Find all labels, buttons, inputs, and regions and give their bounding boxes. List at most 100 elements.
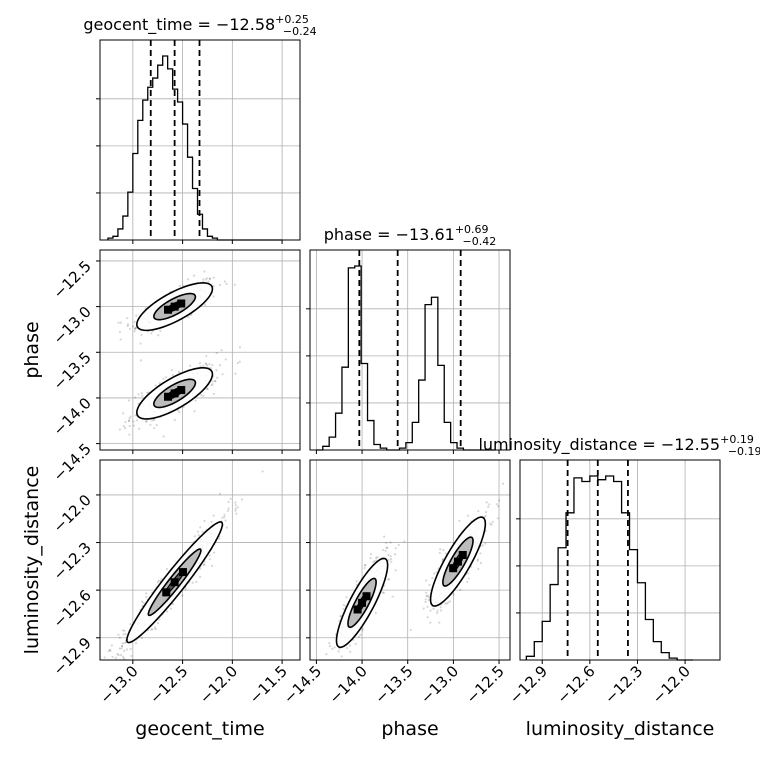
sample-point [123, 649, 126, 652]
sample-point [210, 384, 213, 387]
sample-point [210, 564, 214, 568]
x-tick-label-geocent_time: −11.5 [246, 662, 291, 707]
sample-point [363, 563, 367, 566]
sample-point [197, 534, 200, 537]
sample-point [122, 424, 125, 428]
sample-point [340, 655, 343, 658]
sample-point [212, 514, 215, 517]
x-tick-label-phase: −13.0 [417, 662, 462, 707]
sample-point [199, 365, 202, 368]
sample-point [208, 558, 211, 561]
sample-point [233, 283, 237, 286]
density-peak [178, 568, 187, 577]
sample-point [223, 280, 227, 283]
y-tick-label-luminosity_distance: −12.9 [50, 634, 95, 679]
sample-point [375, 556, 378, 559]
marginal-frame-geocent_time [99, 39, 301, 241]
sample-point [202, 364, 205, 367]
sample-point [374, 611, 377, 615]
sample-point [156, 622, 160, 625]
x-tick-label-luminosity_distance: −12.0 [649, 662, 694, 707]
y-tick-label-luminosity_distance: −12.0 [50, 491, 95, 536]
sample-point [108, 648, 111, 651]
sample-point [133, 396, 137, 399]
sample-point [146, 391, 149, 394]
sample-point [132, 420, 135, 423]
x-tick-label-geocent_time: −12.5 [146, 662, 191, 707]
sample-point [206, 387, 209, 391]
sample-point [328, 641, 331, 645]
sample-point [117, 653, 120, 657]
sample-point [236, 361, 240, 365]
x-axis-label-luminosity_distance: luminosity_distance [526, 718, 715, 740]
sample-point [159, 329, 162, 332]
joint-frame-geocent_time-phase [99, 249, 301, 451]
title-text: luminosity_distance = −12.55 [478, 435, 720, 455]
sample-point [211, 364, 214, 367]
title-upper-error: +0.25 [275, 13, 309, 26]
sample-point [177, 409, 180, 412]
sample-point [391, 595, 394, 598]
sample-point [150, 332, 153, 335]
sample-point [426, 616, 429, 619]
sample-point [135, 419, 139, 422]
sample-point [119, 338, 122, 341]
sample-point [382, 591, 385, 595]
sample-point [128, 327, 131, 331]
axis-labels: geocent_time phase luminosity_distancephas… [21, 321, 714, 740]
marginal-frame-luminosity_distance [519, 459, 721, 661]
sample-point [394, 547, 397, 550]
sample-point [354, 642, 357, 645]
sample-point [153, 626, 157, 629]
sample-point [215, 352, 218, 355]
sample-point [229, 497, 232, 500]
sample-point [141, 394, 144, 397]
sample-point [429, 609, 432, 612]
sample-point [138, 427, 141, 430]
sample-point [394, 569, 397, 572]
sample-point [145, 420, 148, 423]
sample-point [193, 410, 196, 413]
sample-point [169, 607, 173, 610]
sample-point [235, 512, 238, 515]
y-tick-label-phase: −12.5 [50, 257, 95, 302]
sample-point [342, 607, 345, 611]
sample-point [120, 647, 123, 650]
sample-point [164, 376, 168, 379]
sample-point [140, 392, 143, 395]
y-tick-label-phase: −13.0 [50, 303, 95, 348]
sample-point [178, 284, 182, 288]
sample-point [160, 577, 163, 580]
sample-point [218, 492, 222, 495]
y-tick-label-phase: −13.5 [50, 348, 95, 393]
y-axis-label-phase: phase [21, 321, 43, 378]
sample-point [124, 633, 127, 636]
sample-point [487, 505, 490, 508]
sample-point [489, 522, 492, 525]
sample-point [188, 364, 192, 367]
sample-point [346, 646, 349, 650]
sample-point [181, 594, 184, 597]
sample-point [238, 360, 241, 363]
sample-point [103, 656, 106, 659]
title-upper-error: +0.69 [455, 223, 489, 236]
sample-point [170, 368, 174, 372]
sample-point [458, 519, 461, 523]
sample-point [130, 654, 133, 658]
sample-point [117, 321, 120, 324]
sample-point [224, 358, 227, 361]
sample-point [425, 591, 428, 594]
sample-point [162, 435, 165, 438]
sample-point [436, 609, 439, 612]
marginal-frame-phase [309, 249, 511, 451]
sample-point [369, 553, 373, 556]
sample-point [212, 392, 215, 396]
sample-point [227, 507, 230, 510]
sample-point [141, 600, 144, 603]
density-peak [358, 598, 367, 607]
sample-point [364, 564, 367, 567]
sample-point [438, 551, 441, 555]
sample-point [390, 557, 393, 561]
sample-point [209, 366, 212, 370]
sample-point [154, 384, 157, 387]
